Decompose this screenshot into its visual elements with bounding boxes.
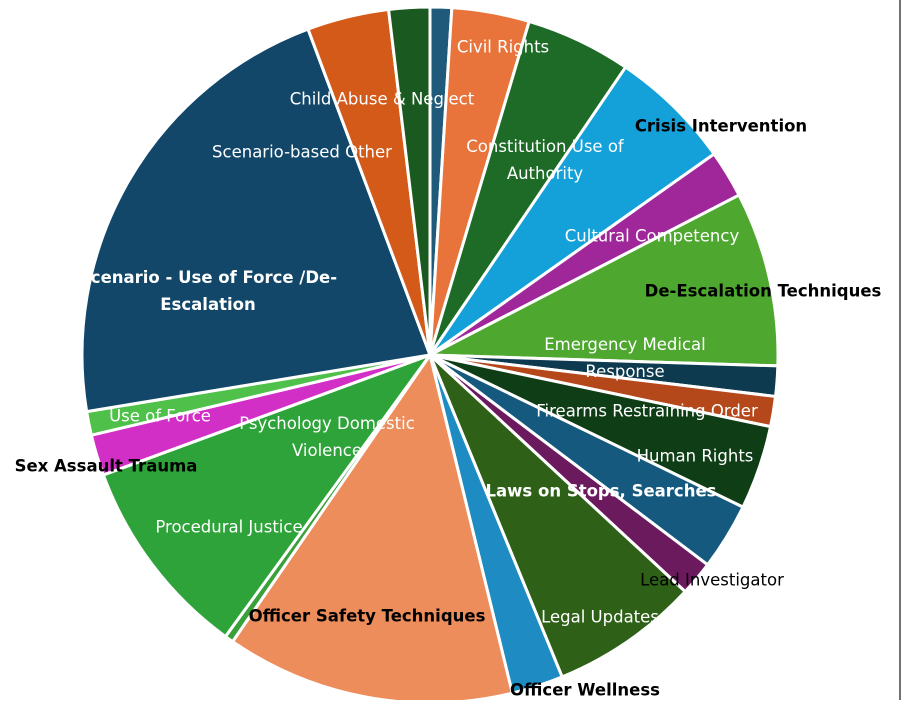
slice-label: Child Abuse & Neglect xyxy=(289,89,475,109)
slice-label: Cultural Competency xyxy=(564,226,740,246)
slice-label: Lead Investigator xyxy=(640,570,784,590)
slice-label: Constitution Use of Authority xyxy=(466,137,624,183)
pie-slice xyxy=(101,353,432,639)
slice-label: Sex Assault Trauma xyxy=(14,456,198,476)
pie-slice xyxy=(231,353,514,700)
pie-slice xyxy=(428,65,716,357)
pie-slice xyxy=(387,5,432,357)
slice-label: Firearms Restraining Order xyxy=(536,401,758,421)
slice-label: Scenario-based Other xyxy=(212,142,392,162)
slice-label: Civil Rights xyxy=(456,37,550,57)
slice-label: Human Rights xyxy=(636,446,754,466)
slice-label: Officer Wellness xyxy=(510,680,660,700)
slice-label: Laws on Stops, Searches xyxy=(485,481,717,501)
slice-label: Officer Safety Techniques xyxy=(248,606,486,626)
slice-label: Legal Updates xyxy=(541,607,659,627)
slice-label: De-Escalation Techniques xyxy=(644,281,882,301)
slice-label: Scenario - Use of Force /De-Escalation xyxy=(78,268,338,314)
slice-label: Crisis Intervention xyxy=(634,116,808,136)
slice-label: Use of Force xyxy=(109,406,211,426)
slice-label: Procedural Justice xyxy=(155,517,303,537)
pie-slice xyxy=(428,353,687,679)
slice-label: Emergency Medical Response xyxy=(544,335,706,381)
slice-label: Psychology Domestic Violence xyxy=(239,414,415,460)
pie-slice xyxy=(428,193,780,368)
